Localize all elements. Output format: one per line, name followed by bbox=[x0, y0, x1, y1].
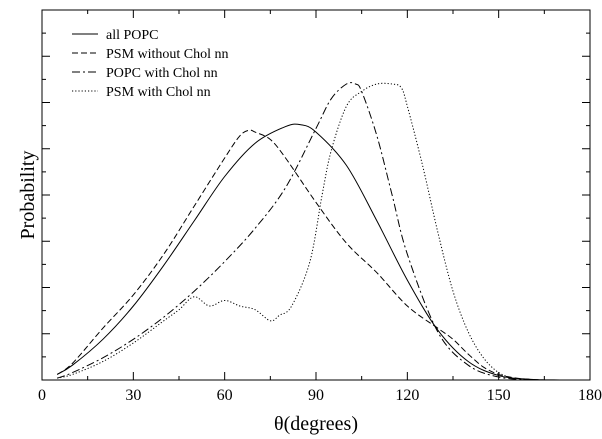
x-tick-label: 120 bbox=[395, 387, 419, 404]
x-tick-labels: 0 30 60 90 120 150 180 bbox=[38, 387, 602, 404]
series-line-all-popc bbox=[56, 123, 560, 381]
series-line-psm-without-chol-nn bbox=[56, 129, 545, 381]
series-line-popc-with-chol-nn bbox=[57, 82, 530, 381]
y-axis-label: Probability bbox=[17, 151, 39, 240]
legend-label-all-popc: all POPC bbox=[106, 28, 159, 43]
axis-ticks bbox=[41, 10, 591, 380]
legend-label-popc-with-chol-nn: POPC with Chol nn bbox=[106, 66, 218, 81]
x-tick-label: 0 bbox=[38, 387, 46, 404]
series-lines bbox=[56, 82, 560, 381]
legend-background bbox=[66, 22, 280, 102]
x-tick-label: 150 bbox=[487, 387, 511, 404]
x-tick-label: 90 bbox=[308, 387, 324, 404]
legend-label-psm-with-chol-nn: PSM with Chol nn bbox=[106, 85, 211, 100]
x-tick-label: 180 bbox=[578, 387, 602, 404]
x-tick-label: 30 bbox=[125, 387, 141, 404]
x-axis-label: θ(degrees) bbox=[274, 413, 358, 435]
series-line-psm-with-chol-nn bbox=[57, 82, 515, 379]
legend-label-psm-without-chol-nn: PSM without Chol nn bbox=[106, 47, 229, 62]
legend: all POPC PSM without Chol nn POPC with Cho… bbox=[66, 22, 280, 102]
x-tick-label: 60 bbox=[217, 387, 233, 404]
